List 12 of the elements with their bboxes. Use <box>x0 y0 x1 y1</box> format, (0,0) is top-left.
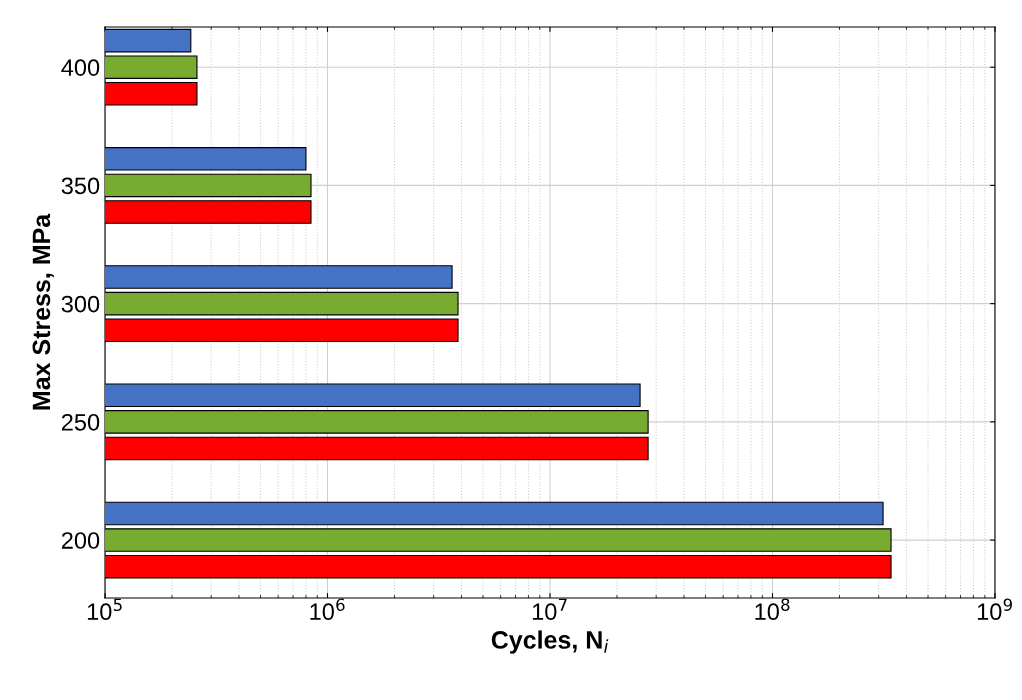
y-tick-label: 350 <box>61 177 100 195</box>
x-tick-label: 10$^{7}$ <box>532 598 567 621</box>
x-axis-title: Cycles, N$_{i}$ <box>491 630 609 654</box>
y-axis-title: Max Stress, MPa <box>32 213 54 410</box>
x-tick-label: 10$^{9}$ <box>977 598 1012 621</box>
y-tick-label: 300 <box>61 295 100 313</box>
y-tick-label: 400 <box>61 59 100 76</box>
y-tick-label: 200 <box>61 532 100 549</box>
y-tick-label: 250 <box>61 413 100 431</box>
x-tick-label: 10$^{8}$ <box>755 598 790 621</box>
x-tick-label: 10$^{6}$ <box>310 598 345 621</box>
x-tick-label: 10$^{5}$ <box>87 598 122 621</box>
